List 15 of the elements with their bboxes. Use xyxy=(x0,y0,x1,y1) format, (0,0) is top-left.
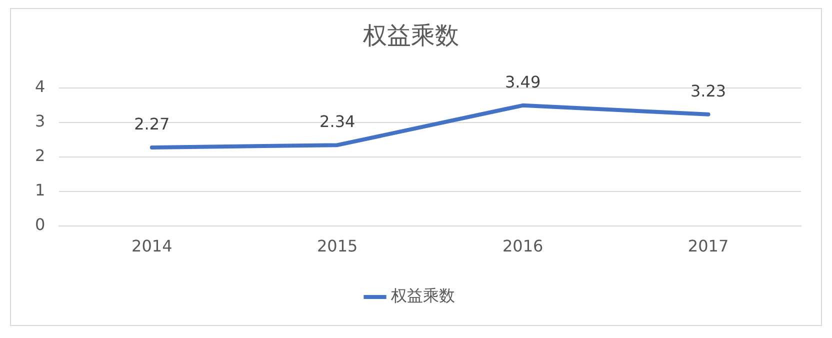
legend-label: 权益乘数 xyxy=(390,286,455,306)
y-tick-label: 1 xyxy=(34,180,46,200)
data-label: 3.23 xyxy=(690,82,726,101)
x-tick-label: 2016 xyxy=(502,236,544,256)
y-tick-label: 3 xyxy=(34,111,46,130)
x-tick-label: 2015 xyxy=(317,236,358,256)
y-tick-label: 0 xyxy=(34,214,46,234)
x-tick-label: 2017 xyxy=(688,236,729,256)
data-label: 3.49 xyxy=(505,72,541,92)
chart-title: 权益乘数 xyxy=(362,22,459,50)
x-tick-label: 2014 xyxy=(132,236,172,256)
data-label: 2.34 xyxy=(320,112,356,132)
y-tick-label: 4 xyxy=(34,76,46,96)
y-tick-label: 2 xyxy=(34,146,46,165)
data-label: 2.27 xyxy=(134,114,170,134)
